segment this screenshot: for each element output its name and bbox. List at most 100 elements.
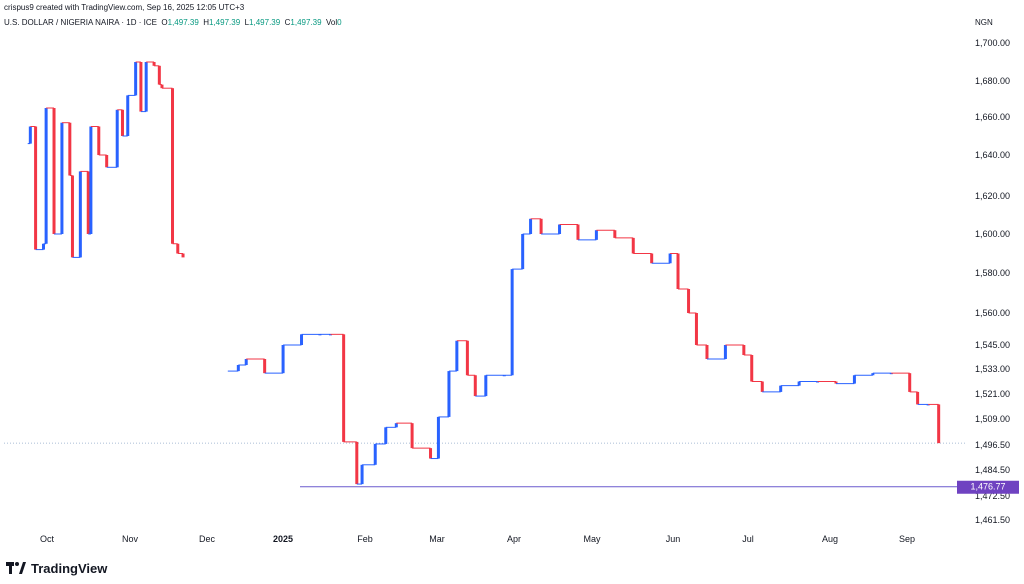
- price-step-bar: [89, 126, 93, 234]
- high-value: 1,497.39: [209, 18, 241, 27]
- y-tick-label: 1,640.00: [975, 150, 1010, 160]
- price-step-bar: [52, 108, 56, 234]
- x-tick-label: Mar: [429, 534, 445, 544]
- symbol-name: U.S. DOLLAR / NIGERIA NAIRA · 1D · ICE: [4, 18, 157, 27]
- low-value: 1,497.39: [249, 18, 281, 27]
- price-step-bar: [797, 381, 801, 386]
- x-tick-label: Jun: [666, 534, 681, 544]
- currency-label: NGN: [975, 18, 993, 27]
- price-step-bar: [157, 65, 161, 85]
- price-step-bar: [139, 62, 143, 112]
- y-tick-label: 1,496.50: [975, 440, 1010, 450]
- price-step-bar: [723, 345, 727, 359]
- price-step-bar: [916, 391, 920, 405]
- x-tick-label: 2025: [273, 534, 293, 544]
- price-step-bar: [429, 448, 433, 459]
- price-step-bar: [447, 371, 451, 417]
- tradingview-logo[interactable]: TradingView: [6, 560, 107, 576]
- close-value: 1,497.39: [290, 18, 322, 27]
- x-tick-label: May: [583, 534, 601, 544]
- price-step-bar: [613, 230, 617, 238]
- price-step-bar: [28, 126, 32, 144]
- price-step-bar: [410, 423, 414, 449]
- price-step-bar: [263, 359, 267, 374]
- price-step-bar: [68, 122, 72, 176]
- tradingview-logo-text: TradingView: [31, 560, 108, 576]
- price-step-bar: [126, 95, 130, 136]
- price-step-bar: [160, 84, 164, 89]
- price-step-bar: [181, 253, 185, 258]
- price-step-bar: [484, 375, 488, 397]
- y-tick-label: 1,600.00: [975, 229, 1010, 239]
- price-step-bar: [360, 464, 364, 485]
- price-step-bar: [41, 243, 45, 250]
- price-step-bar: [44, 108, 48, 244]
- price-step-bar: [70, 175, 74, 258]
- price-step-bar: [465, 340, 469, 376]
- price-step-bar: [34, 126, 38, 250]
- price-step-bar: [760, 381, 764, 392]
- x-tick-label: Dec: [199, 534, 216, 544]
- price-step-bar: [650, 253, 654, 264]
- low-label: L: [244, 18, 250, 27]
- price-step-bar: [510, 269, 514, 376]
- price-step-bar: [871, 373, 875, 376]
- price-step-bar: [120, 109, 124, 136]
- price-step-bar: [852, 375, 856, 384]
- price-step-bar: [779, 385, 783, 392]
- price-step-bar: [144, 62, 148, 112]
- x-tick-label: Apr: [507, 534, 521, 544]
- price-step-bar: [694, 313, 698, 345]
- price-step-bar: [394, 423, 398, 428]
- x-tick-label: Aug: [822, 534, 838, 544]
- price-step-bar: [78, 171, 82, 258]
- price-step-bar: [236, 365, 240, 372]
- price-step-bar: [373, 443, 377, 465]
- price-step-bar: [539, 218, 543, 234]
- price-step-bar: [300, 334, 304, 345]
- price-step-bar: [105, 155, 109, 168]
- y-tick-label: 1,580.00: [975, 268, 1010, 278]
- close-label: C: [284, 18, 291, 27]
- price-step-bar: [473, 375, 477, 397]
- tradingview-logo-icon: [6, 562, 26, 574]
- price-step-bar: [937, 404, 941, 444]
- y-tick-label: 1,545.00: [975, 340, 1010, 350]
- open-label: O: [161, 18, 168, 27]
- price-step-bar: [594, 230, 598, 240]
- x-tick-label: Nov: [122, 534, 139, 544]
- price-step-bar: [631, 237, 635, 254]
- price-step-bar: [176, 243, 180, 254]
- price-step-bar: [97, 126, 101, 155]
- y-tick-label: 1,472.50: [975, 491, 1010, 501]
- y-tick-label: 1,509.00: [975, 414, 1010, 424]
- price-step-bar: [244, 359, 248, 365]
- open-value: 1,497.39: [167, 18, 199, 27]
- price-step-bar: [750, 355, 754, 382]
- price-step-bar: [455, 340, 459, 372]
- price-step-bar: [171, 88, 175, 244]
- price-step-bar: [152, 62, 156, 66]
- price-step-bar: [355, 441, 359, 485]
- y-tick-label: 1,700.00: [975, 38, 1010, 48]
- x-tick-label: Jul: [742, 534, 754, 544]
- price-step-bar: [742, 345, 746, 355]
- y-tick-label: 1,484.50: [975, 465, 1010, 475]
- price-step-bar: [342, 334, 346, 442]
- y-tick-label: 1,533.00: [975, 364, 1010, 374]
- x-tick-label: Feb: [357, 534, 373, 544]
- y-tick-label: 1,680.00: [975, 76, 1010, 86]
- y-tick-label: 1,521.00: [975, 389, 1010, 399]
- symbol-info: U.S. DOLLAR / NIGERIA NAIRA · 1D · ICE O…: [4, 18, 342, 27]
- price-step-bar: [384, 427, 388, 444]
- author-line: crispus9 created with TradingView.com, S…: [4, 3, 245, 12]
- support-price-label: 1,476.77: [970, 482, 1005, 492]
- volume-value: 0: [337, 18, 342, 27]
- price-step-bar: [115, 109, 119, 168]
- price-step-bar: [908, 373, 912, 392]
- price-step-bar: [576, 224, 580, 240]
- price-step-bar: [558, 224, 562, 234]
- y-tick-label: 1,620.00: [975, 191, 1010, 201]
- price-step-bar: [86, 171, 90, 234]
